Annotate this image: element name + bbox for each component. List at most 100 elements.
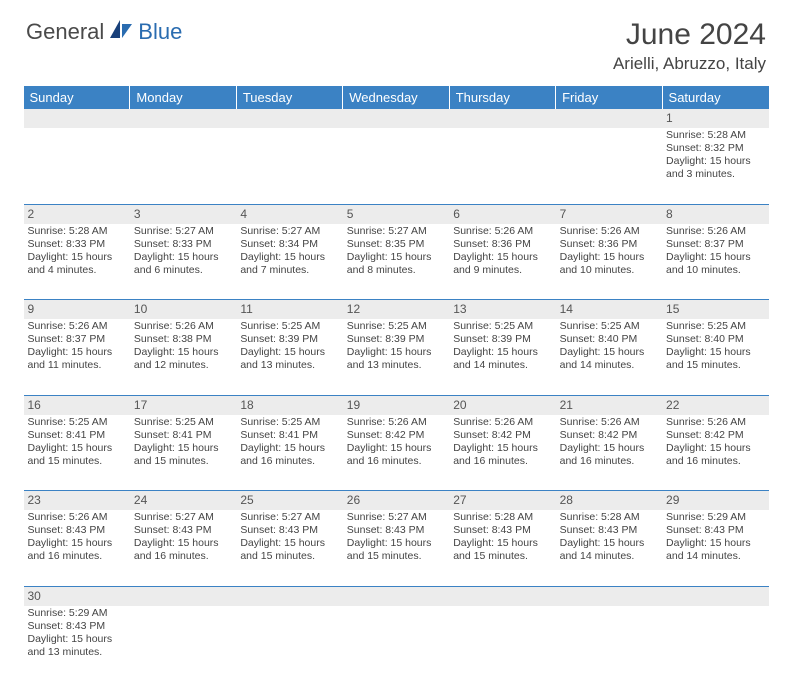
day-number-cell bbox=[556, 586, 662, 606]
day-number-cell: 30 bbox=[24, 586, 130, 606]
weekday-header: Tuesday bbox=[236, 86, 342, 109]
day-detail-cell: Sunrise: 5:26 AMSunset: 8:36 PMDaylight:… bbox=[449, 224, 555, 300]
day-number-cell: 8 bbox=[662, 204, 768, 224]
logo-text-general: General bbox=[26, 19, 104, 45]
day-detail-cell: Sunrise: 5:25 AMSunset: 8:39 PMDaylight:… bbox=[236, 319, 342, 395]
day-detail-cell: Sunrise: 5:27 AMSunset: 8:43 PMDaylight:… bbox=[130, 510, 236, 586]
day-number-cell: 11 bbox=[236, 300, 342, 320]
day-detail-cell bbox=[556, 606, 662, 682]
day-number-cell bbox=[449, 109, 555, 128]
day-detail-cell bbox=[343, 128, 449, 204]
weekday-header: Saturday bbox=[662, 86, 768, 109]
day-number-cell bbox=[343, 109, 449, 128]
day-number-cell bbox=[130, 586, 236, 606]
day-number-cell: 4 bbox=[236, 204, 342, 224]
day-detail-cell: Sunrise: 5:25 AMSunset: 8:39 PMDaylight:… bbox=[343, 319, 449, 395]
day-detail-cell: Sunrise: 5:27 AMSunset: 8:34 PMDaylight:… bbox=[236, 224, 342, 300]
day-detail-cell: Sunrise: 5:27 AMSunset: 8:33 PMDaylight:… bbox=[130, 224, 236, 300]
weekday-header: Friday bbox=[556, 86, 662, 109]
day-number-cell bbox=[449, 586, 555, 606]
day-number-cell bbox=[130, 109, 236, 128]
day-number-cell: 18 bbox=[236, 395, 342, 415]
day-detail-cell: Sunrise: 5:26 AMSunset: 8:42 PMDaylight:… bbox=[449, 415, 555, 491]
day-detail-cell: Sunrise: 5:28 AMSunset: 8:43 PMDaylight:… bbox=[556, 510, 662, 586]
day-number-cell: 12 bbox=[343, 300, 449, 320]
day-number-cell bbox=[236, 586, 342, 606]
calendar-table: SundayMondayTuesdayWednesdayThursdayFrid… bbox=[24, 86, 769, 682]
header: General Blue June 2024 Arielli, Abruzzo,… bbox=[0, 0, 792, 80]
day-number-cell: 19 bbox=[343, 395, 449, 415]
day-number-cell: 3 bbox=[130, 204, 236, 224]
day-number-cell bbox=[556, 109, 662, 128]
day-number-cell: 5 bbox=[343, 204, 449, 224]
day-detail-cell: Sunrise: 5:28 AMSunset: 8:43 PMDaylight:… bbox=[449, 510, 555, 586]
day-number-cell: 28 bbox=[556, 491, 662, 511]
day-detail-cell: Sunrise: 5:25 AMSunset: 8:39 PMDaylight:… bbox=[449, 319, 555, 395]
day-detail-cell: Sunrise: 5:27 AMSunset: 8:35 PMDaylight:… bbox=[343, 224, 449, 300]
day-detail-cell: Sunrise: 5:28 AMSunset: 8:33 PMDaylight:… bbox=[24, 224, 130, 300]
day-detail-cell: Sunrise: 5:26 AMSunset: 8:37 PMDaylight:… bbox=[662, 224, 768, 300]
day-detail-cell bbox=[556, 128, 662, 204]
day-number-cell: 29 bbox=[662, 491, 768, 511]
day-number-cell: 14 bbox=[556, 300, 662, 320]
day-number-cell: 25 bbox=[236, 491, 342, 511]
day-number-cell: 13 bbox=[449, 300, 555, 320]
day-number-cell: 17 bbox=[130, 395, 236, 415]
day-detail-cell: Sunrise: 5:27 AMSunset: 8:43 PMDaylight:… bbox=[343, 510, 449, 586]
day-number-cell bbox=[662, 586, 768, 606]
day-number-cell: 24 bbox=[130, 491, 236, 511]
day-number-cell: 22 bbox=[662, 395, 768, 415]
location: Arielli, Abruzzo, Italy bbox=[613, 54, 766, 74]
day-detail-cell: Sunrise: 5:26 AMSunset: 8:36 PMDaylight:… bbox=[556, 224, 662, 300]
day-number-cell: 9 bbox=[24, 300, 130, 320]
logo-text-blue: Blue bbox=[138, 19, 182, 45]
weekday-header: Wednesday bbox=[343, 86, 449, 109]
day-detail-cell: Sunrise: 5:25 AMSunset: 8:41 PMDaylight:… bbox=[236, 415, 342, 491]
logo: General Blue bbox=[26, 18, 182, 45]
day-detail-cell: Sunrise: 5:25 AMSunset: 8:41 PMDaylight:… bbox=[24, 415, 130, 491]
day-number-cell: 6 bbox=[449, 204, 555, 224]
day-number-cell: 20 bbox=[449, 395, 555, 415]
day-detail-cell: Sunrise: 5:29 AMSunset: 8:43 PMDaylight:… bbox=[24, 606, 130, 682]
day-detail-cell: Sunrise: 5:25 AMSunset: 8:40 PMDaylight:… bbox=[662, 319, 768, 395]
day-detail-cell bbox=[662, 606, 768, 682]
day-detail-cell: Sunrise: 5:29 AMSunset: 8:43 PMDaylight:… bbox=[662, 510, 768, 586]
month-title: June 2024 bbox=[613, 18, 766, 52]
day-detail-cell: Sunrise: 5:25 AMSunset: 8:41 PMDaylight:… bbox=[130, 415, 236, 491]
day-number-cell: 26 bbox=[343, 491, 449, 511]
day-detail-cell bbox=[236, 606, 342, 682]
day-detail-cell: Sunrise: 5:26 AMSunset: 8:37 PMDaylight:… bbox=[24, 319, 130, 395]
weekday-header: Sunday bbox=[24, 86, 130, 109]
day-number-cell: 16 bbox=[24, 395, 130, 415]
day-number-cell: 23 bbox=[24, 491, 130, 511]
day-number-cell: 1 bbox=[662, 109, 768, 128]
weekday-header: Monday bbox=[130, 86, 236, 109]
day-detail-cell: Sunrise: 5:26 AMSunset: 8:42 PMDaylight:… bbox=[662, 415, 768, 491]
calendar-body: 1Sunrise: 5:28 AMSunset: 8:32 PMDaylight… bbox=[24, 109, 769, 682]
day-number-cell: 10 bbox=[130, 300, 236, 320]
title-block: June 2024 Arielli, Abruzzo, Italy bbox=[613, 18, 766, 74]
day-detail-cell bbox=[343, 606, 449, 682]
calendar-head: SundayMondayTuesdayWednesdayThursdayFrid… bbox=[24, 86, 769, 109]
day-number-cell: 27 bbox=[449, 491, 555, 511]
day-detail-cell: Sunrise: 5:28 AMSunset: 8:32 PMDaylight:… bbox=[662, 128, 768, 204]
day-number-cell bbox=[24, 109, 130, 128]
day-number-cell: 7 bbox=[556, 204, 662, 224]
day-detail-cell bbox=[130, 128, 236, 204]
day-detail-cell bbox=[130, 606, 236, 682]
day-number-cell: 15 bbox=[662, 300, 768, 320]
day-number-cell bbox=[236, 109, 342, 128]
day-detail-cell: Sunrise: 5:26 AMSunset: 8:38 PMDaylight:… bbox=[130, 319, 236, 395]
day-detail-cell: Sunrise: 5:26 AMSunset: 8:42 PMDaylight:… bbox=[343, 415, 449, 491]
day-detail-cell bbox=[449, 606, 555, 682]
day-detail-cell: Sunrise: 5:26 AMSunset: 8:43 PMDaylight:… bbox=[24, 510, 130, 586]
day-number-cell: 2 bbox=[24, 204, 130, 224]
day-number-cell bbox=[343, 586, 449, 606]
day-detail-cell bbox=[449, 128, 555, 204]
day-detail-cell: Sunrise: 5:25 AMSunset: 8:40 PMDaylight:… bbox=[556, 319, 662, 395]
day-detail-cell: Sunrise: 5:26 AMSunset: 8:42 PMDaylight:… bbox=[556, 415, 662, 491]
weekday-header: Thursday bbox=[449, 86, 555, 109]
sail-icon bbox=[108, 18, 134, 45]
day-detail-cell: Sunrise: 5:27 AMSunset: 8:43 PMDaylight:… bbox=[236, 510, 342, 586]
day-detail-cell bbox=[236, 128, 342, 204]
